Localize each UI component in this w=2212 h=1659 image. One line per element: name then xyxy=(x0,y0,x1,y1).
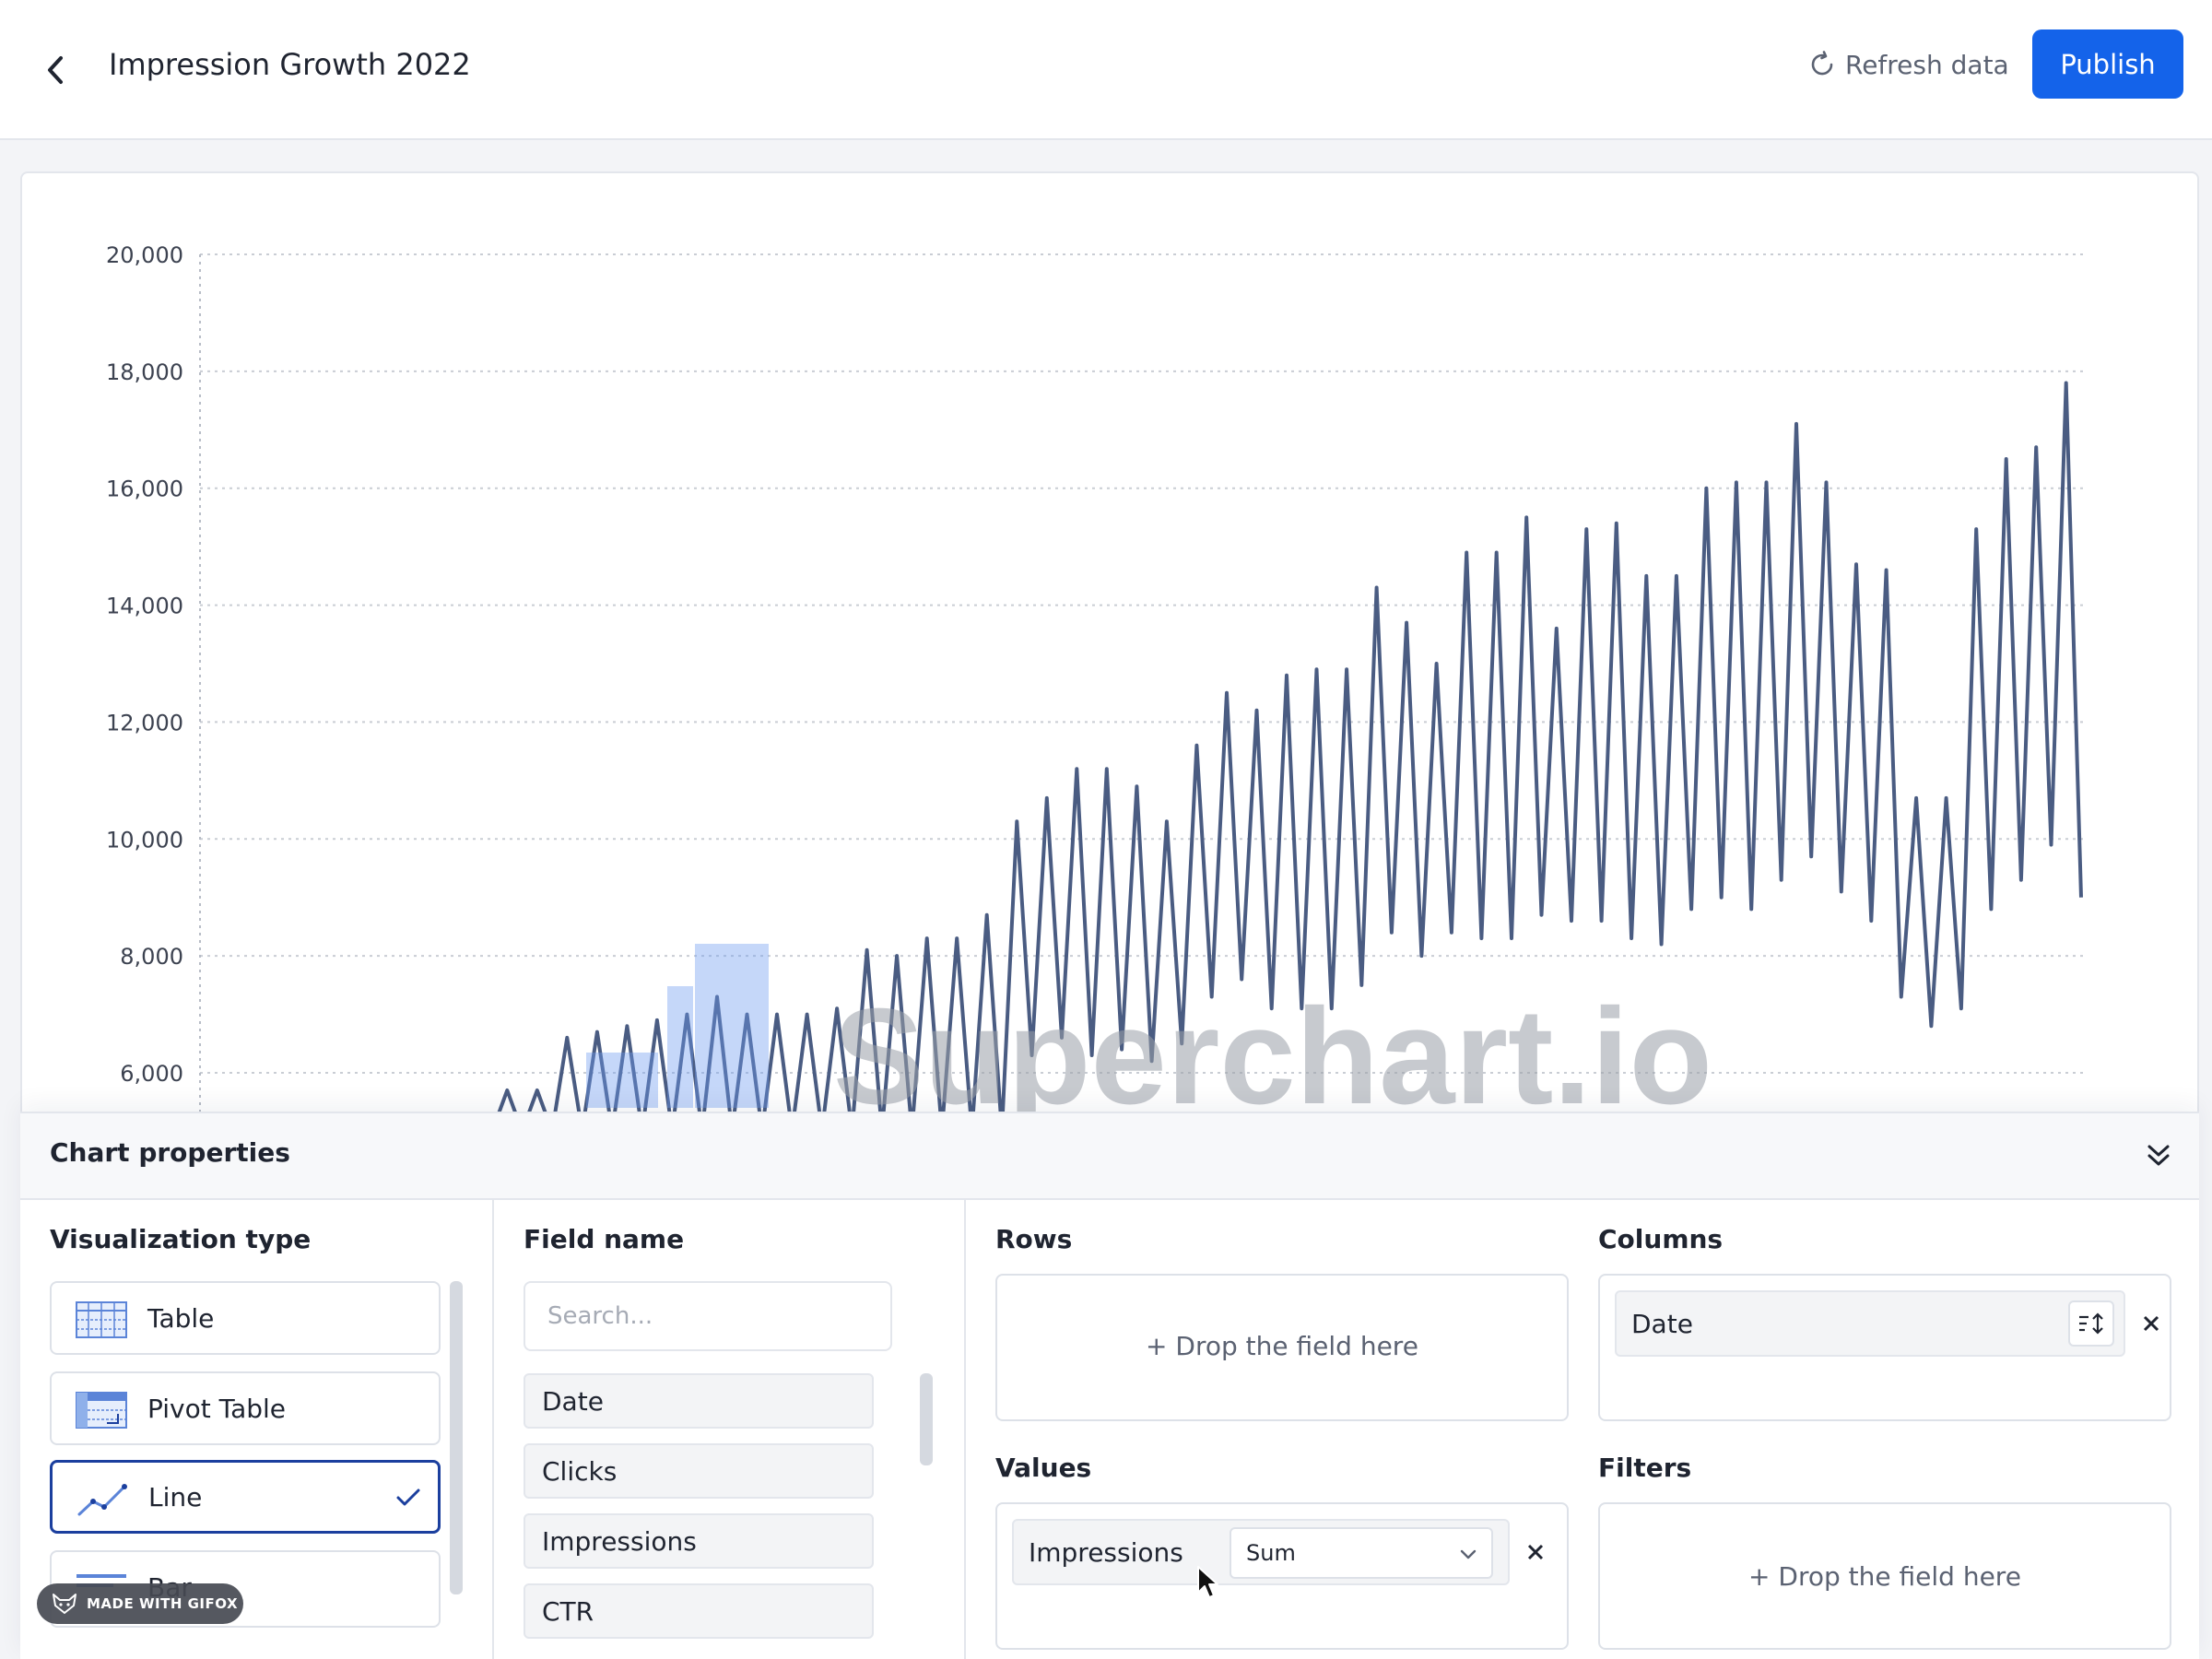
fox-logo-icon xyxy=(53,1594,76,1614)
remove-values-field-button[interactable] xyxy=(1519,1535,1552,1569)
chevron-down-icon xyxy=(1460,1549,1477,1559)
field-item-impressions[interactable]: Impressions xyxy=(524,1513,874,1569)
y-tick-label: 6,000 xyxy=(120,1061,183,1087)
refresh-icon xyxy=(1811,51,1833,76)
panel-header: Chart properties xyxy=(20,1113,2199,1200)
page-title: Impression Growth 2022 xyxy=(109,47,471,82)
refresh-data-button[interactable]: Refresh data xyxy=(1808,41,2009,88)
values-label: Values xyxy=(995,1453,1092,1483)
y-tick-label: 18,000 xyxy=(106,359,183,385)
chevron-left-icon xyxy=(48,56,63,84)
panel-title: Chart properties xyxy=(50,1137,290,1168)
collapse-panel-button[interactable] xyxy=(2138,1135,2179,1176)
field-item-date[interactable]: Date xyxy=(524,1373,874,1429)
viz-type-label: Visualization type xyxy=(50,1224,312,1254)
filters-drop-text: + Drop the field here xyxy=(1748,1561,2021,1592)
y-tick-label: 8,000 xyxy=(120,944,183,970)
close-icon xyxy=(2143,1315,2159,1332)
refresh-data-label: Refresh data xyxy=(1845,49,2009,80)
field-list-scrollbar[interactable] xyxy=(920,1373,933,1465)
field-item-clicks[interactable]: Clicks xyxy=(524,1443,874,1499)
columns-field-chip[interactable]: Date xyxy=(1615,1290,2125,1357)
viz-type-line[interactable]: Line xyxy=(50,1460,441,1534)
column-divider xyxy=(964,1200,966,1659)
aggregation-select[interactable]: Sum xyxy=(1230,1527,1493,1579)
rows-dropzone[interactable]: + Drop the field here xyxy=(995,1274,1569,1421)
remove-columns-field-button[interactable] xyxy=(2135,1307,2168,1340)
viz-list-scrollbar[interactable] xyxy=(450,1281,463,1594)
rows-label: Rows xyxy=(995,1224,1073,1254)
line-chart: 6,000 8,000 10,000 12,000 14,000 16,000 18,000… xyxy=(106,242,2087,1113)
values-field-chip[interactable]: Impressions Sum xyxy=(1012,1519,1510,1585)
viz-type-label-line: Line xyxy=(148,1481,203,1512)
double-chevron-down-icon xyxy=(2147,1145,2170,1166)
y-tick-label: 16,000 xyxy=(106,477,183,502)
field-item-ctr[interactable]: CTR xyxy=(524,1583,874,1639)
filters-dropzone[interactable]: + Drop the field here xyxy=(1598,1502,2171,1650)
y-tick-label: 14,000 xyxy=(106,594,183,619)
viz-type-pivot-table[interactable]: Pivot Table xyxy=(50,1371,441,1445)
y-tick-label: 10,000 xyxy=(106,827,183,853)
close-icon xyxy=(1527,1544,1544,1560)
sort-button[interactable] xyxy=(2068,1300,2114,1347)
table-icon xyxy=(76,1301,127,1338)
viz-type-label-table: Table xyxy=(147,1302,215,1334)
y-tick-label: 20,000 xyxy=(106,242,183,268)
check-icon xyxy=(396,1488,420,1506)
series-line-impressions xyxy=(496,381,2083,1113)
viz-type-label-pivot-table: Pivot Table xyxy=(147,1393,287,1424)
y-tick-label: 12,000 xyxy=(106,710,183,735)
values-dropzone[interactable]: Impressions Sum xyxy=(995,1502,1569,1650)
filters-label: Filters xyxy=(1598,1453,1692,1483)
rows-drop-text: + Drop the field here xyxy=(1146,1331,1418,1361)
sort-icon xyxy=(2079,1312,2103,1335)
gifox-badge-text: MADE WITH GIFOX xyxy=(87,1595,239,1612)
back-button[interactable] xyxy=(28,42,83,98)
chart-properties-panel: Chart properties Visualization type Tabl… xyxy=(20,1112,2199,1659)
publish-button[interactable]: Publish xyxy=(2032,29,2183,99)
gifox-badge: MADE WITH GIFOX xyxy=(37,1583,243,1624)
values-chip-label: Impressions xyxy=(1029,1537,1183,1568)
aggregation-value: Sum xyxy=(1246,1540,1296,1566)
pivot-table-icon xyxy=(76,1392,127,1429)
columns-chip-label: Date xyxy=(1631,1309,1693,1339)
column-divider xyxy=(492,1200,494,1659)
columns-label: Columns xyxy=(1598,1224,1724,1254)
columns-dropzone[interactable]: Date xyxy=(1598,1274,2171,1421)
field-search-input[interactable] xyxy=(524,1281,892,1351)
viz-type-table[interactable]: Table xyxy=(50,1281,441,1355)
top-bar: Impression Growth 2022 Refresh data Publ… xyxy=(0,0,2212,140)
field-name-label: Field name xyxy=(524,1224,685,1254)
line-chart-icon xyxy=(77,1484,127,1516)
